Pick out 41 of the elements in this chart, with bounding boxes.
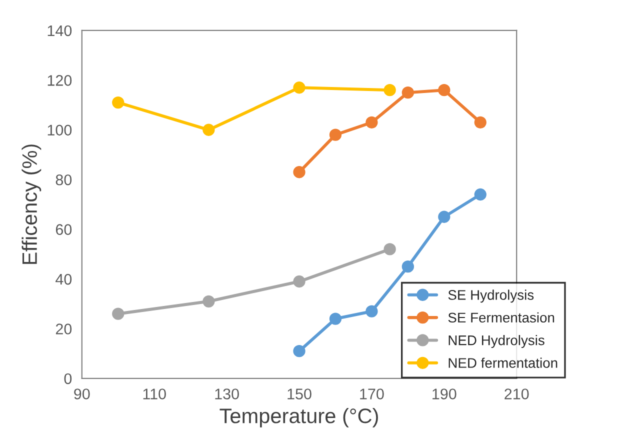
point (474, 188, 486, 201)
y-tick-label: 20 (56, 324, 72, 334)
y-tick-label: 40 (56, 274, 72, 285)
legend-label: NED Hydrolysis (448, 335, 544, 348)
point (329, 312, 342, 325)
y-axis-title: Efficency (%) (22, 144, 42, 264)
x-tick-label: 190 (432, 388, 456, 400)
point (202, 295, 215, 308)
point (293, 82, 306, 94)
x-tick-label: 170 (360, 388, 384, 400)
point (293, 275, 306, 288)
x-tick-label: 210 (504, 388, 529, 400)
point (112, 96, 124, 109)
point (402, 86, 414, 99)
point (202, 124, 215, 136)
y-tick-label: 120 (48, 75, 72, 86)
x-axis-title: Temperature (°C) (220, 408, 378, 428)
point (384, 243, 396, 256)
y-tick-label: 0 (64, 373, 72, 384)
point (293, 166, 306, 178)
point (366, 116, 378, 128)
legend-label: NED fermentation (448, 358, 558, 368)
point (293, 345, 306, 358)
y-tick-label: 100 (48, 124, 72, 136)
x-tick-label: 90 (74, 388, 90, 400)
point (366, 305, 378, 318)
point (438, 84, 450, 96)
point (474, 116, 486, 128)
point (438, 210, 450, 223)
legend-label: SE Hydrolysis (448, 290, 534, 303)
y-tick-label: 140 (48, 25, 72, 36)
x-tick-label: 150 (288, 388, 312, 400)
x-tick-label: 110 (143, 388, 166, 400)
y-tick-label: 80 (56, 174, 72, 186)
point (384, 84, 396, 96)
legend-label: SE Fermentasion (448, 312, 554, 323)
x-tick-label: 130 (215, 388, 239, 400)
point (329, 128, 342, 141)
y-tick-label: 60 (56, 224, 72, 235)
point (402, 260, 414, 273)
point (112, 308, 124, 320)
